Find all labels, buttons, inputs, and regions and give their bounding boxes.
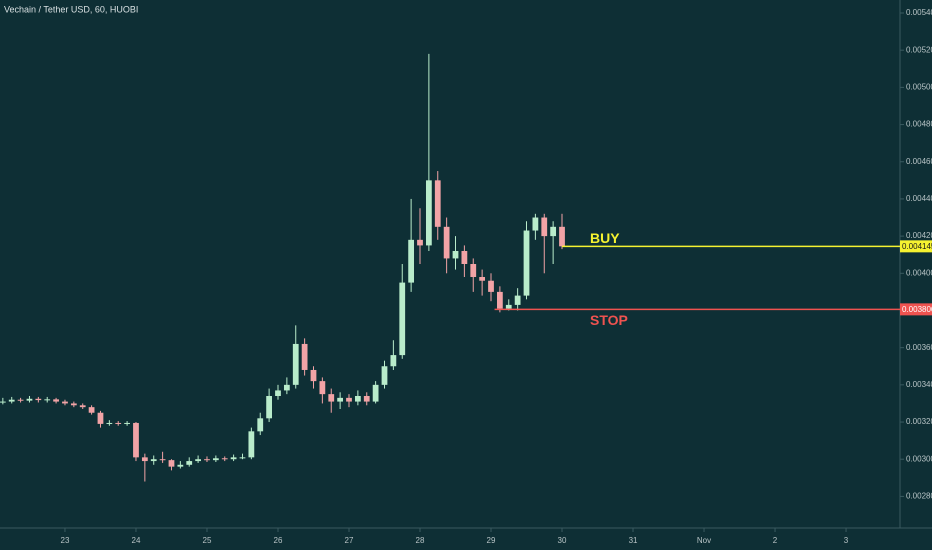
- candle-body: [283, 384, 290, 391]
- candle-body: [550, 226, 557, 237]
- x-tick-label: 28: [416, 536, 425, 545]
- candle-body: [363, 396, 370, 402]
- y-tick-label: 0.004000: [906, 268, 932, 277]
- candle-body: [186, 461, 193, 465]
- y-tick-label: 0.004600: [906, 157, 932, 166]
- candle-body: [275, 390, 281, 396]
- x-tick-label: 27: [345, 536, 354, 545]
- candle-body: [79, 405, 86, 408]
- x-tick-label: Nov: [697, 536, 711, 545]
- y-tick-label: 0.003200: [906, 417, 932, 426]
- candle-body: [239, 457, 246, 459]
- candle-body: [35, 398, 42, 401]
- x-tick-label: 26: [274, 536, 283, 545]
- y-tick-label: 0.005000: [906, 82, 932, 91]
- candle-body: [372, 384, 379, 402]
- y-tick-label: 0.005200: [906, 45, 932, 54]
- y-tick-label: 0.004200: [906, 231, 932, 240]
- candle-body: [150, 459, 157, 462]
- candle-body: [97, 412, 104, 424]
- x-tick-label: 2: [773, 536, 778, 545]
- x-tick-label: 24: [132, 536, 141, 545]
- price-label: 0.004145: [902, 242, 932, 251]
- candle-body: [177, 464, 184, 467]
- candle-body: [461, 250, 468, 264]
- candle-body: [8, 399, 15, 402]
- candle-body: [328, 394, 335, 402]
- candle-body: [408, 239, 415, 283]
- candle-body: [399, 282, 406, 356]
- candle-body: [496, 291, 503, 309]
- candle-body: [212, 458, 219, 461]
- candle-body: [124, 422, 130, 424]
- candle-body: [115, 422, 122, 424]
- candle-body: [381, 366, 388, 385]
- y-tick-label: 0.003600: [906, 343, 932, 352]
- x-tick-label: 29: [487, 536, 496, 545]
- candle-body: [310, 369, 317, 382]
- x-tick-label: 23: [61, 536, 70, 545]
- candle-body: [443, 226, 450, 259]
- price-label-box: [900, 240, 932, 253]
- candle-body: [44, 399, 51, 401]
- candle-body: [159, 459, 166, 461]
- candle-body: [88, 407, 95, 413]
- candle-body: [204, 459, 210, 461]
- candle-body: [53, 399, 59, 402]
- candle-body: [523, 230, 530, 296]
- candle-body: [62, 401, 68, 404]
- candle-body: [168, 460, 175, 467]
- candle-body: [390, 355, 397, 367]
- candle-body: [434, 180, 441, 227]
- candle-body: [70, 403, 77, 406]
- candle-body: [488, 280, 494, 292]
- y-tick-label: 0.003000: [906, 454, 932, 463]
- candle-body: [479, 277, 486, 281]
- candle-body: [337, 397, 344, 402]
- candle-body: [346, 397, 352, 402]
- candle-body: [417, 239, 423, 246]
- candle-body: [354, 396, 361, 402]
- candle-body: [257, 418, 264, 432]
- y-tick-label: 0.004800: [906, 120, 932, 129]
- candle-body: [319, 381, 326, 395]
- chart-title: Vechain / Tether USD, 60, HUOBI: [4, 4, 138, 14]
- price-label: 0.003806: [902, 305, 932, 314]
- y-tick-label: 0.002800: [906, 492, 932, 501]
- candle-body: [248, 431, 255, 458]
- candle-body: [452, 250, 459, 259]
- x-tick-label: 3: [844, 536, 849, 545]
- candle-body: [221, 458, 228, 460]
- candle-body: [514, 295, 521, 305]
- candle-body: [266, 396, 272, 419]
- candle-body: [133, 422, 139, 458]
- candle-body: [195, 459, 201, 462]
- candle-body: [470, 264, 477, 278]
- x-tick-label: 30: [558, 536, 567, 545]
- x-tick-label: 25: [203, 536, 212, 545]
- candle-body: [17, 399, 24, 401]
- candle-body: [106, 422, 113, 424]
- y-tick-label: 0.003400: [906, 380, 932, 389]
- candle-body: [301, 343, 308, 370]
- level-annotation: BUY: [590, 230, 620, 246]
- y-tick-label: 0.005400: [906, 8, 932, 17]
- level-annotation: STOP: [590, 312, 628, 328]
- candle-body: [141, 457, 148, 462]
- candle-body: [26, 398, 33, 401]
- candle-body: [425, 180, 432, 246]
- candle-body: [532, 217, 539, 231]
- candle-body: [292, 343, 299, 385]
- candle-body: [559, 226, 565, 247]
- x-tick-label: 31: [629, 536, 638, 545]
- candle-body: [0, 401, 6, 403]
- price-label-box: [900, 303, 932, 316]
- candle-body: [505, 304, 512, 309]
- candle-body: [230, 457, 237, 460]
- candle-body: [541, 217, 548, 237]
- y-tick-label: 0.004400: [906, 194, 932, 203]
